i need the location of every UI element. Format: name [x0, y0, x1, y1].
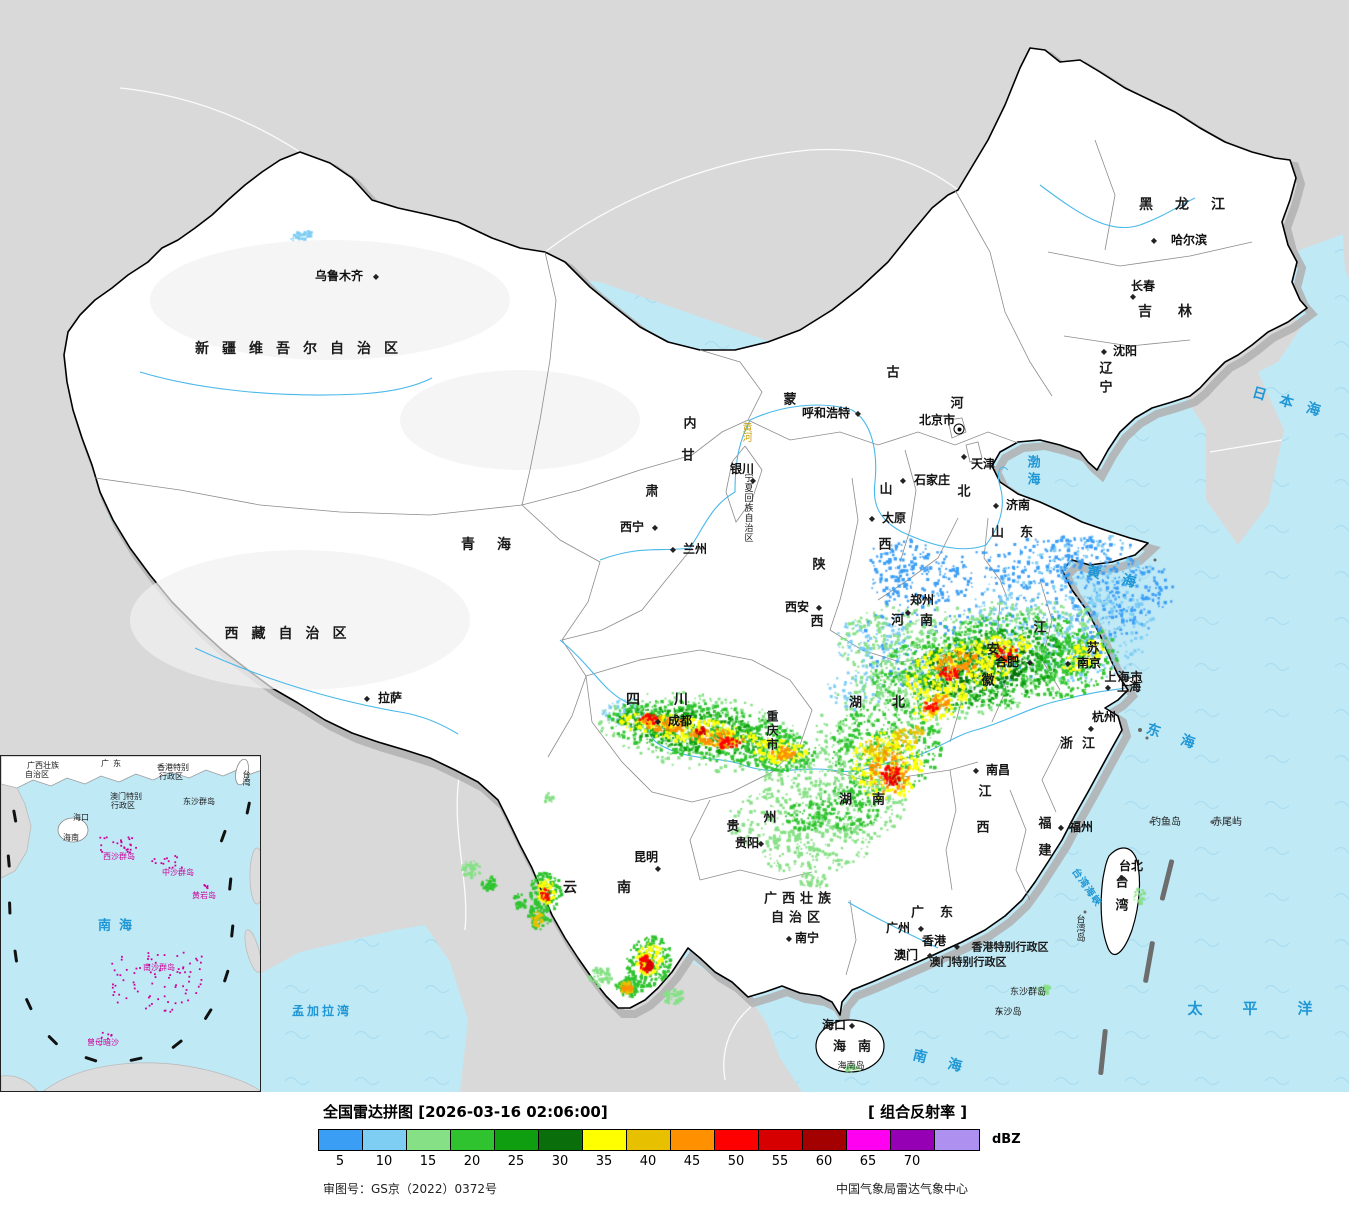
inset-malay — [1, 1075, 38, 1091]
legend-tick: 5 — [335, 1154, 345, 1169]
legend-color-cell-4 — [495, 1130, 539, 1150]
legend-color-cell-0 — [319, 1130, 363, 1150]
legend-tick: 65 — [859, 1154, 877, 1169]
legend-color-cell-10 — [759, 1130, 803, 1150]
legend-product-label: [ 组合反射率 ] — [868, 1103, 968, 1121]
legend-color-cell-5 — [539, 1130, 583, 1150]
legend-tick: 20 — [463, 1154, 481, 1169]
inset-hainan — [57, 817, 89, 843]
credit-label: 中国气象局雷达气象中心 — [836, 1182, 969, 1196]
legend-color-cell-6 — [583, 1130, 627, 1150]
legend-color-cell-9 — [715, 1130, 759, 1150]
legend-tick: 10 — [375, 1154, 393, 1169]
legend-color-cell-1 — [363, 1130, 407, 1150]
map-license-number: 审图号：GS京（2022）0372号 — [323, 1182, 497, 1196]
legend-color-cell-8 — [671, 1130, 715, 1150]
inset-borneo — [43, 1062, 260, 1091]
legend-color-cell-7 — [627, 1130, 671, 1150]
inset-taiwan — [235, 758, 249, 786]
legend-color-cell-12 — [847, 1130, 891, 1150]
legend-ticks: 5 10 15 20 25 30 35 40 45 50 55 60 65 70 — [318, 1154, 934, 1169]
legend-tick: 25 — [507, 1154, 525, 1169]
legend-tick: 60 — [815, 1154, 833, 1169]
inset-philippines-1 — [249, 847, 260, 905]
legend-tick: 40 — [639, 1154, 657, 1169]
legend-color-cell-13 — [891, 1130, 935, 1150]
inset-philippines-2 — [244, 929, 260, 973]
inset-island-speckles — [99, 836, 209, 1040]
legend-title: 全国雷达拼图 [2026-03-16 02:06:00] — [323, 1103, 608, 1121]
legend-colorbar — [318, 1129, 980, 1151]
legend-color-cell-11 — [803, 1130, 847, 1150]
legend-tick: 55 — [771, 1154, 789, 1169]
legend-color-cell-2 — [407, 1130, 451, 1150]
legend-panel: 全国雷达拼图 [2026-03-16 02:06:00] [ 组合反射率 ] 5… — [0, 1092, 1349, 1208]
legend-unit: dBZ — [992, 1132, 1021, 1147]
legend-tick: 50 — [727, 1154, 745, 1169]
legend-color-cell-3 — [451, 1130, 495, 1150]
legend-tick: 15 — [419, 1154, 437, 1169]
legend-tick: 45 — [683, 1154, 701, 1169]
inset-svg — [1, 756, 260, 1091]
south-china-sea-inset: 广西壮族 自治区 广东 香港特别 行政区 澳门特别 行政区 台湾 东沙群岛 海口 海南 西沙群岛 中沙群… — [0, 755, 261, 1092]
legend-tick: 35 — [595, 1154, 613, 1169]
legend-tick: 30 — [551, 1154, 569, 1169]
china-radar-map: 新疆维吾尔自治区 西藏自治区 青海甘肃内蒙古黑龙江 吉林 辽宁河北山西山东 河南陕西宁夏回… — [0, 0, 1349, 1092]
legend-tick: 70 — [903, 1154, 921, 1169]
legend-color-cell-14 — [935, 1130, 979, 1150]
